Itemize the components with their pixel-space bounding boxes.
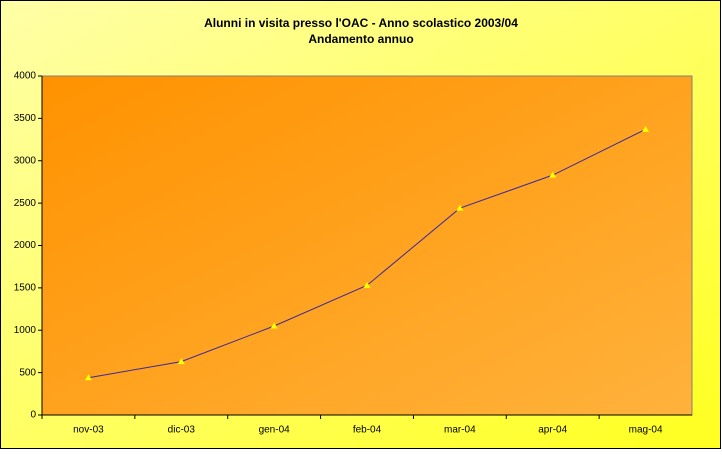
data-marker: [456, 204, 464, 211]
x-tick-label: feb-04: [353, 425, 382, 436]
y-tick-label: 3000: [14, 155, 37, 166]
y-tick-label: 2500: [14, 198, 37, 209]
y-tick-label: 1000: [14, 325, 37, 336]
data-marker: [363, 281, 371, 288]
y-tick-label: 1500: [14, 283, 37, 294]
x-tick-label: dic-03: [168, 425, 196, 436]
data-marker: [642, 125, 650, 132]
y-tick-label: 500: [19, 367, 36, 378]
data-marker: [84, 374, 92, 381]
data-marker: [177, 358, 185, 365]
x-tick-label: nov-03: [73, 425, 104, 436]
y-tick-label: 2000: [14, 240, 37, 251]
data-marker: [270, 322, 278, 329]
chart-title: Alunni in visita presso l'OAC - Anno sco…: [204, 16, 518, 30]
plot-area: [41, 75, 693, 416]
x-tick-label: mag-04: [629, 425, 663, 436]
y-tick-label: 3500: [14, 113, 37, 124]
y-tick-label: 0: [30, 410, 36, 421]
data-marker: [549, 171, 557, 178]
x-tick-label: mar-04: [444, 425, 476, 436]
x-tick-label: gen-04: [259, 425, 291, 436]
x-tick-label: apr-04: [538, 425, 567, 436]
chart-subtitle: Andamento annuo: [308, 32, 413, 46]
y-tick-label: 4000: [14, 71, 37, 82]
